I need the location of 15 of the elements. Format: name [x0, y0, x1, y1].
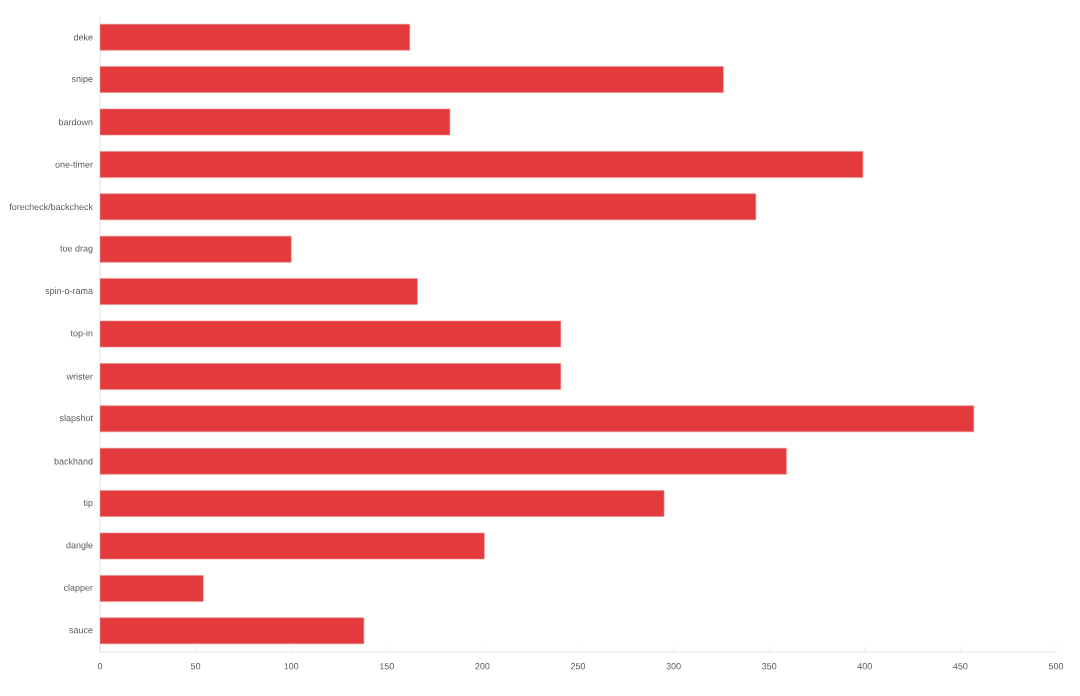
bar [100, 405, 975, 433]
bar [100, 617, 365, 645]
bar [100, 278, 418, 305]
bar [100, 108, 451, 136]
bar [100, 447, 787, 475]
bar [100, 320, 562, 348]
bar [100, 532, 485, 560]
bar [100, 363, 562, 390]
bar [100, 575, 204, 602]
bar [100, 151, 864, 178]
bar [100, 193, 757, 221]
bar [100, 23, 411, 51]
bar [100, 490, 665, 517]
bar [100, 235, 292, 263]
bar [100, 66, 724, 93]
